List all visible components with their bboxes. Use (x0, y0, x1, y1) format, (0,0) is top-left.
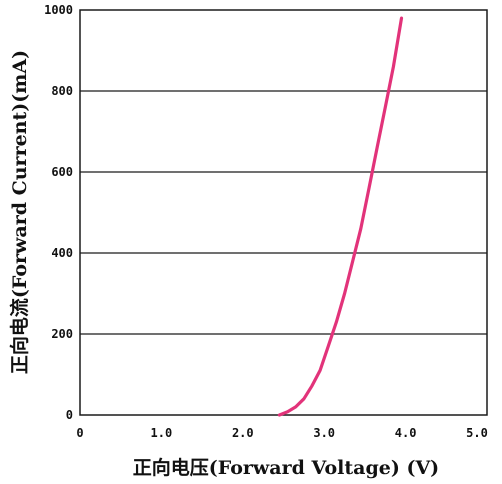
grid-lines (80, 90, 487, 335)
x-tick-label: 0 (76, 426, 83, 440)
y-axis-title: 正向电流(Forward Current)(mA) (8, 50, 31, 374)
x-tick-label: 1.0 (151, 426, 173, 440)
y-tick-label: 1000 (44, 3, 73, 17)
y-tick-label: 800 (51, 84, 73, 98)
y-tick-label: 200 (51, 327, 73, 341)
x-tick-label: 2.0 (232, 426, 254, 440)
x-tick-label: 4.0 (395, 426, 417, 440)
x-tick-label: 5.0 (466, 426, 488, 440)
x-axis-ticks: 0 1.0 2.0 3.0 4.0 5.0 (76, 426, 487, 440)
plot-frame (79, 9, 488, 416)
x-axis-title: 正向电压(Forward Voltage) (V) (133, 456, 439, 479)
y-tick-label: 0 (66, 408, 73, 422)
y-tick-label: 600 (51, 165, 73, 179)
x-tick-label: 3.0 (313, 426, 335, 440)
y-axis-ticks: 0 200 400 600 800 1000 (44, 3, 73, 422)
series-line-0 (277, 16, 404, 417)
y-tick-label: 400 (51, 246, 73, 260)
series-layer (277, 16, 404, 417)
